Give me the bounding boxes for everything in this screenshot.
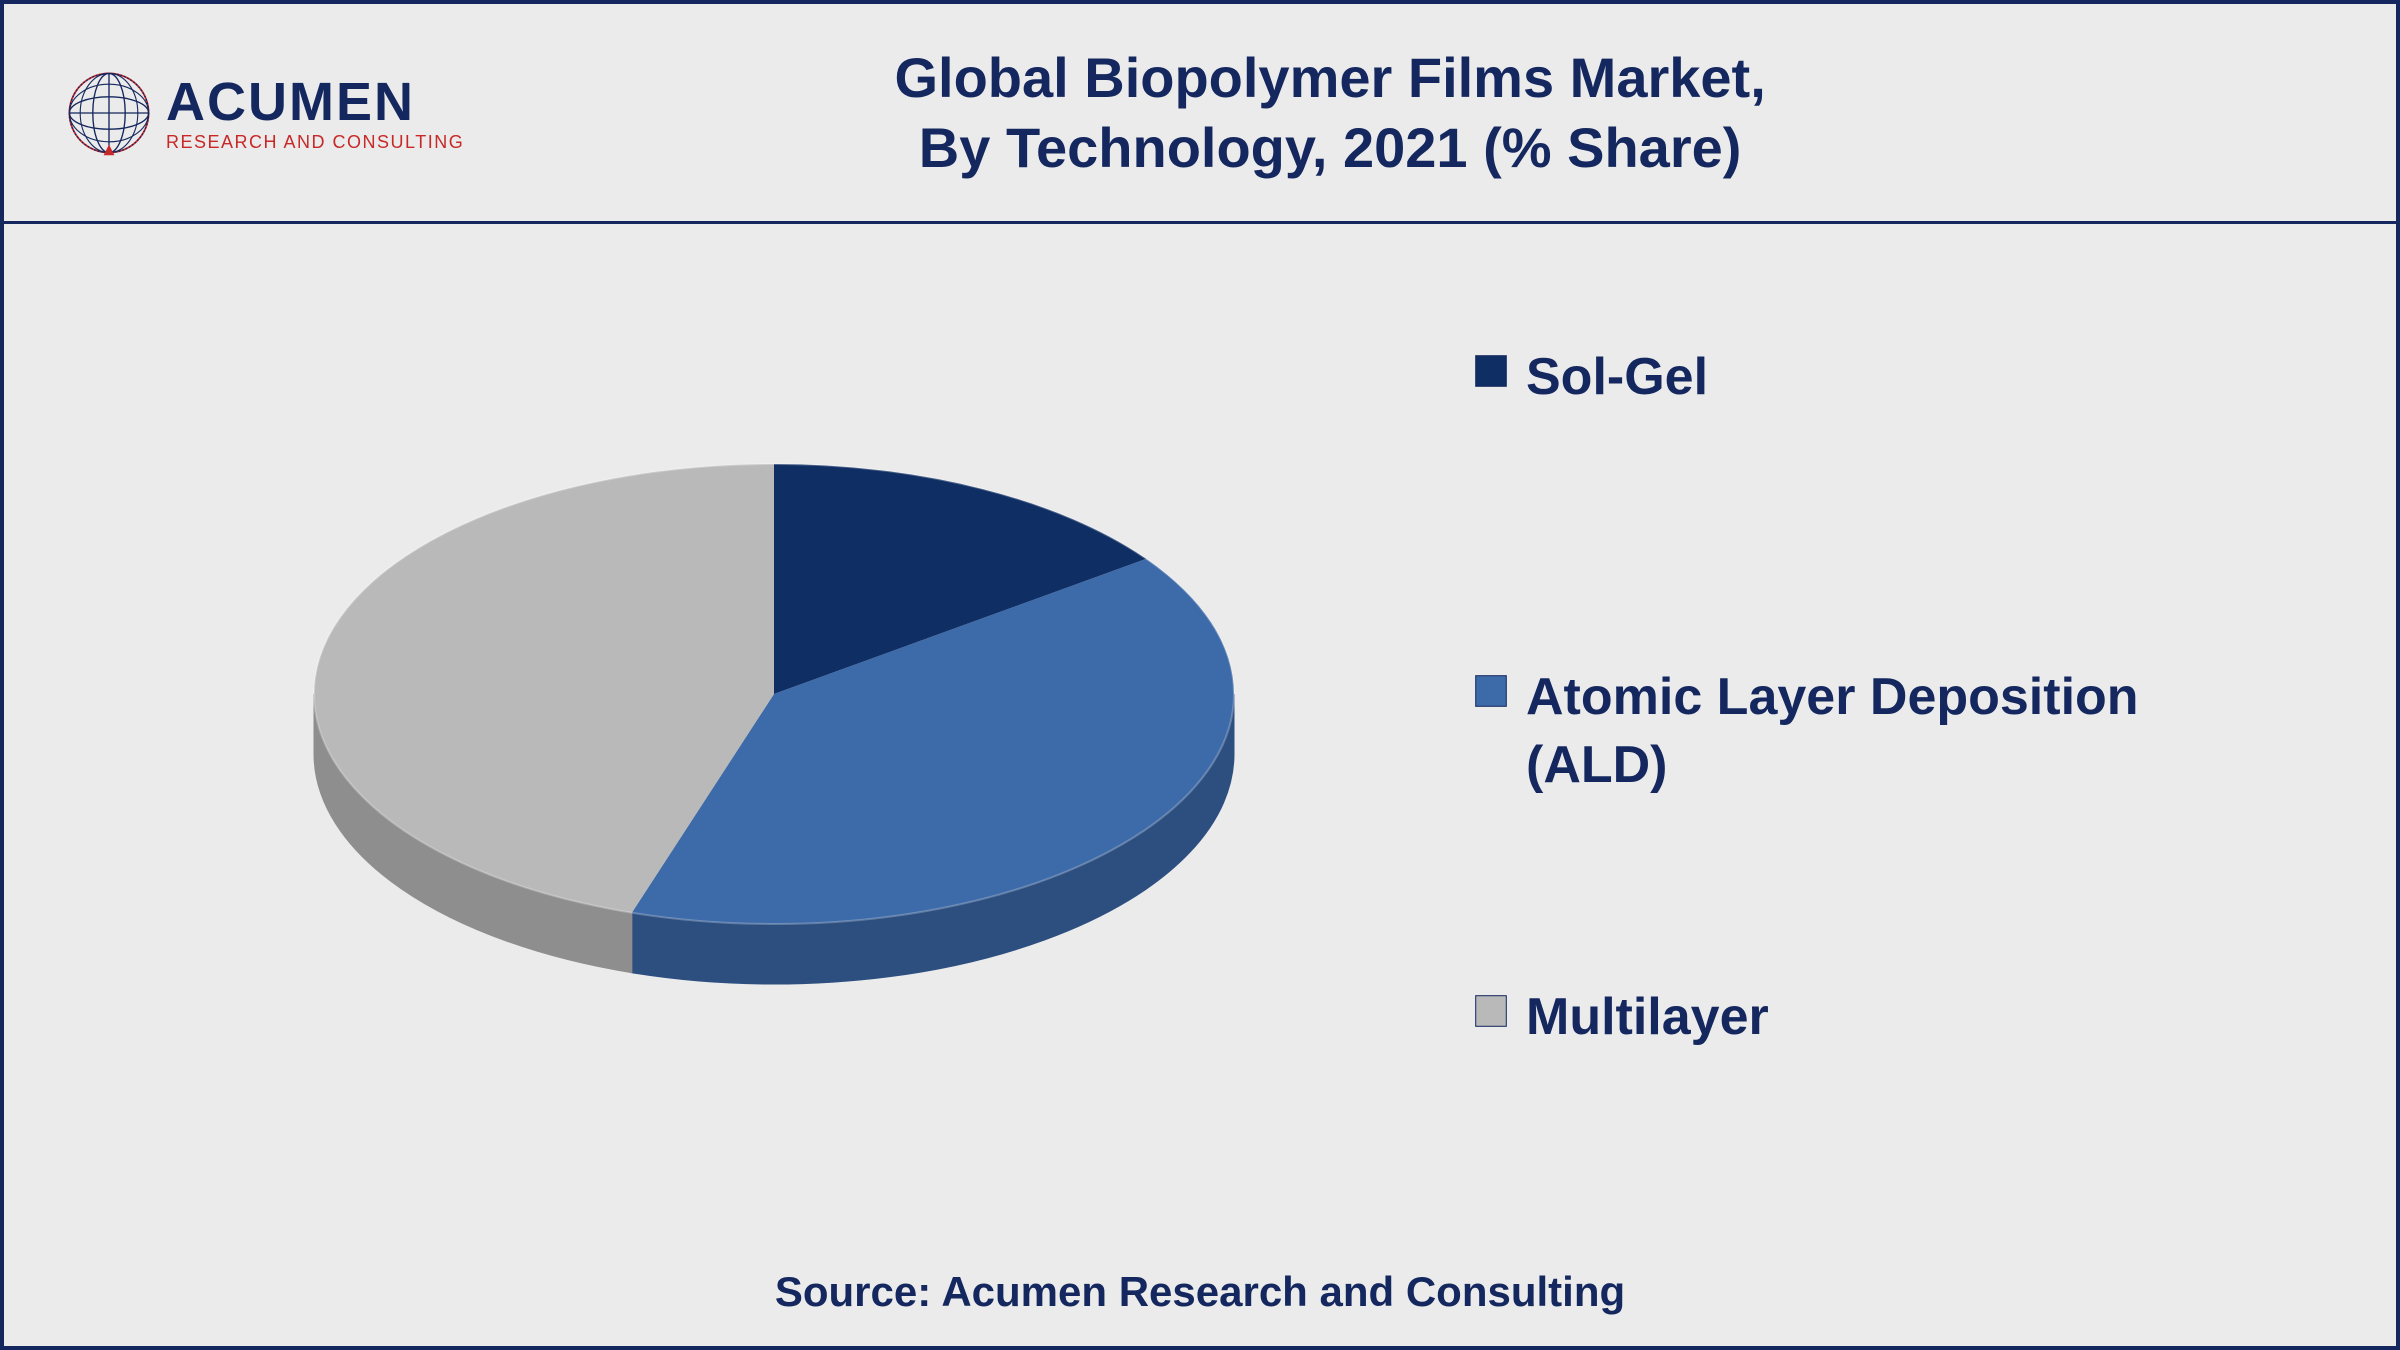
logo-text: ACUMEN RESEARCH AND CONSULTING: [166, 75, 464, 151]
chart-container: ACUMEN RESEARCH AND CONSULTING Global Bi…: [0, 0, 2400, 1350]
legend-marker-icon: [1474, 354, 1508, 388]
chart-title: Global Biopolymer Films Market, By Techn…: [524, 43, 2336, 183]
header: ACUMEN RESEARCH AND CONSULTING Global Bi…: [4, 4, 2396, 224]
title-line-1: Global Biopolymer Films Market,: [524, 43, 2136, 113]
logo-main: ACUMEN: [166, 75, 464, 129]
pie-chart: [284, 384, 1284, 1084]
source-text: Source: Acumen Research and Consulting: [4, 1268, 2396, 1316]
legend-label: Atomic Layer Deposition (ALD): [1526, 664, 2254, 799]
legend-label: Sol-Gel: [1526, 344, 1708, 412]
content: Sol-Gel Atomic Layer Deposition (ALD) Mult…: [4, 224, 2396, 1346]
legend-marker-icon: [1474, 994, 1508, 1028]
legend-item: Atomic Layer Deposition (ALD): [1474, 664, 2254, 799]
logo-sub: RESEARCH AND CONSULTING: [166, 133, 464, 151]
legend-marker-icon: [1474, 674, 1508, 708]
logo: ACUMEN RESEARCH AND CONSULTING: [64, 68, 464, 158]
legend-item: Sol-Gel: [1474, 344, 2254, 412]
legend-label: Multilayer: [1526, 984, 1769, 1052]
title-line-2: By Technology, 2021 (% Share): [524, 113, 2136, 183]
globe-icon: [64, 68, 154, 158]
legend-item: Multilayer: [1474, 984, 2254, 1052]
